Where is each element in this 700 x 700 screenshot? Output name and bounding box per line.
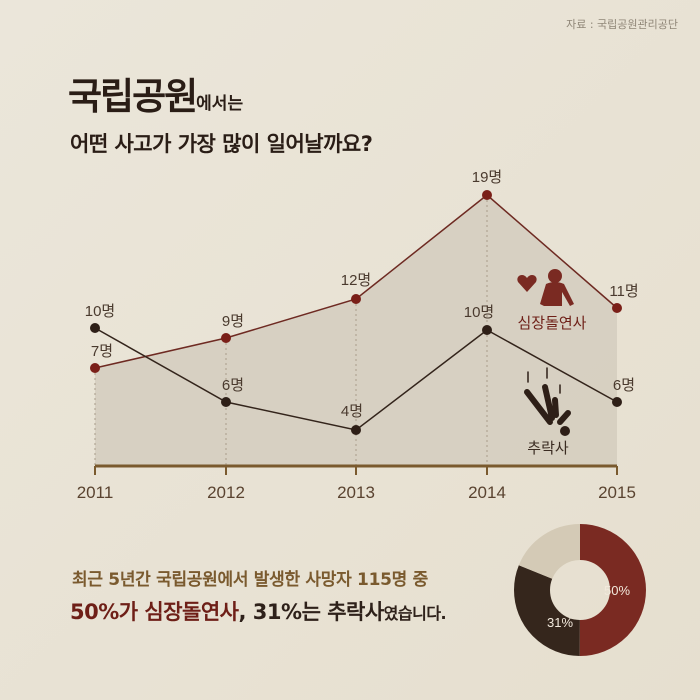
x-label: 2013 [337, 483, 375, 502]
summary-ending: 였습니다. [383, 604, 447, 623]
data-label: 6명 [613, 377, 635, 394]
data-label: 7명 [91, 343, 113, 360]
x-label: 2011 [77, 483, 114, 502]
data-label: 4명 [341, 403, 363, 420]
donut-chart: 50% 31% [514, 524, 646, 656]
summary-line-2: 50%가 심장돌연사, 31%는 추락사였습니다. [70, 596, 447, 626]
falling-person-icon [524, 367, 571, 436]
series-heart-points [90, 190, 622, 373]
data-label: 10명 [464, 304, 495, 321]
data-label: 12명 [341, 272, 372, 289]
summary-heart-pct: 50%가 [70, 600, 145, 624]
source-caption: 자료 : 국립공원관리공단 [566, 18, 678, 31]
donut-slice-fall [514, 524, 646, 656]
data-label: 11명 [609, 283, 638, 300]
donut-slice-other [514, 524, 646, 656]
x-label: 2015 [598, 483, 636, 502]
title-suffix: 에서는 [196, 94, 244, 114]
series-fall-points [90, 323, 622, 435]
summary-line-1: 최근 5년간 국립공원에서 발생한 사망자 115명 중 [72, 570, 428, 590]
fall-legend-label: 추락사 [527, 440, 569, 457]
heart-legend-label: 심장돌연사 [517, 315, 586, 332]
data-label: 19명 [472, 169, 503, 186]
data-label: 9명 [222, 313, 244, 330]
summary-fall-pct: , 31%는 [238, 600, 328, 624]
heart-attack-icon [517, 269, 574, 306]
data-labels: 7명 9명 12명 19명 11명 10명 6명 4명 10명 6명 [85, 169, 639, 420]
summary-fall-label: 추락사 [327, 600, 384, 624]
x-label: 2014 [468, 483, 506, 502]
donut-label-heart: 50% [604, 583, 630, 598]
x-ticks [94, 466, 618, 475]
page-title: 국립공원에서는 [68, 66, 243, 120]
x-label: 2012 [207, 483, 245, 502]
data-label: 10명 [85, 303, 116, 320]
page-subtitle: 어떤 사고가 가장 많이 일어날까요? [70, 132, 373, 156]
x-tick-labels: 2011 2012 2013 2014 2015 [77, 483, 636, 502]
donut-label-fall: 31% [547, 615, 573, 630]
title-highlight: 국립공원 [68, 75, 198, 118]
data-label: 6명 [222, 377, 244, 394]
summary-heart-label: 심장돌연사 [144, 600, 239, 624]
